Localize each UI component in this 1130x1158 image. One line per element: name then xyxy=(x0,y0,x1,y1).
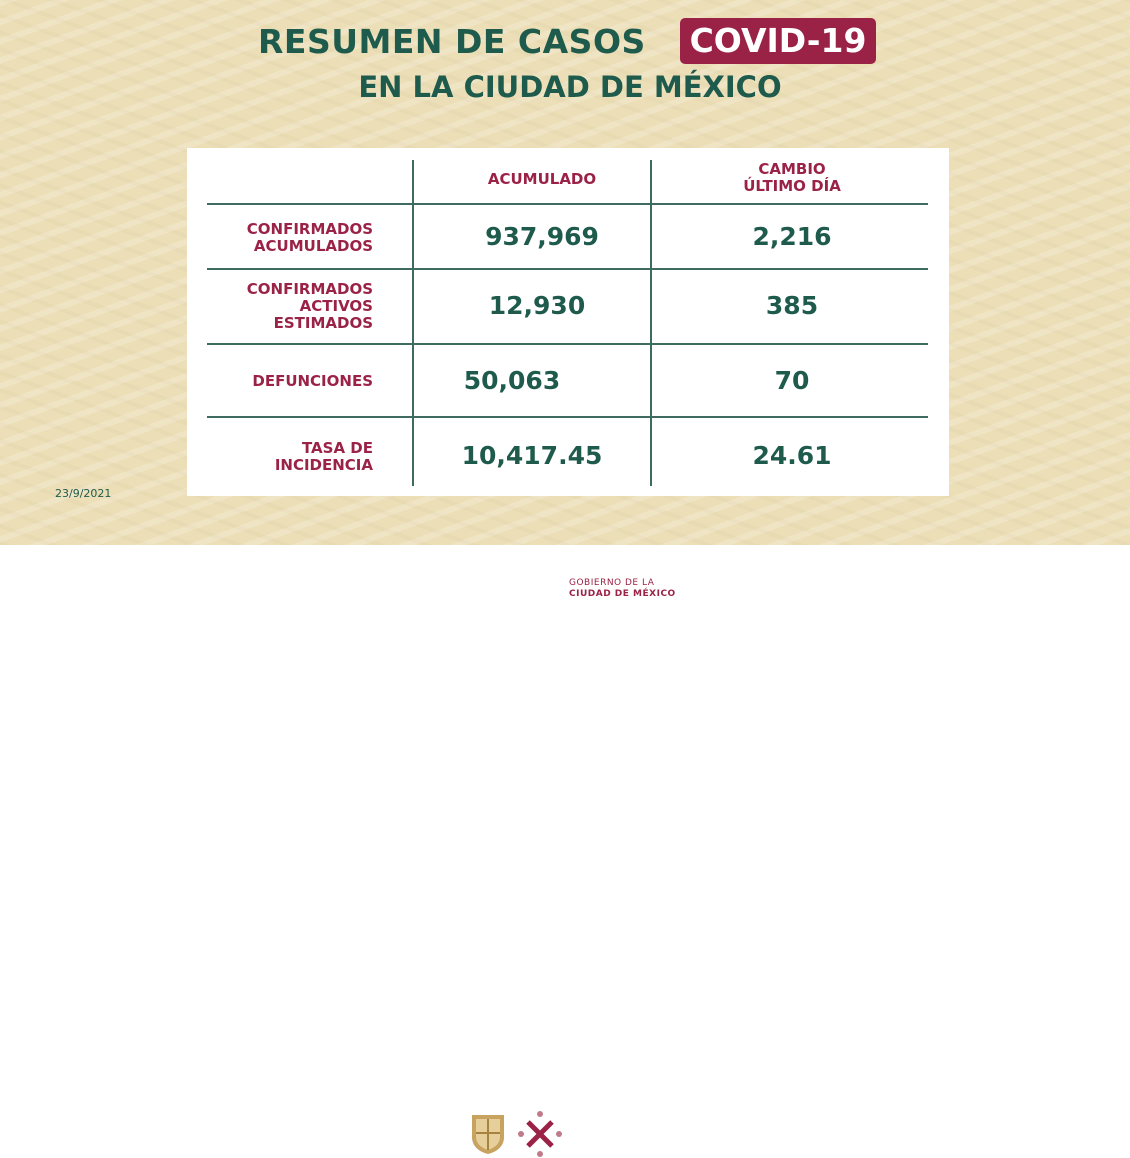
row-label-confirmados-activos: CONFIRMADOS ACTIVOS ESTIMADOS xyxy=(197,281,373,332)
label-line: ACTIVOS xyxy=(299,297,373,315)
footer: GOBIERNO DE LA CIUDAD DE MÉXICO xyxy=(0,545,1130,1157)
header-cambio-line2: ÚLTIMO DÍA xyxy=(743,177,841,195)
value-cambio: 385 xyxy=(765,291,819,320)
value-cambio: 24.61 xyxy=(752,441,832,470)
cdmx-logo-icon xyxy=(518,1111,562,1157)
header-acumulado: ACUMULADO xyxy=(487,170,597,188)
title-line2: EN LA CIUDAD DE MÉXICO xyxy=(358,70,782,104)
column-divider xyxy=(412,160,414,486)
row-divider xyxy=(207,416,928,418)
row-label-confirmados-acumulados: CONFIRMADOS ACUMULADOS xyxy=(197,221,373,255)
row-divider xyxy=(207,343,928,345)
report-date: 23/9/2021 xyxy=(55,487,112,500)
summary-table: ACUMULADO CAMBIO ÚLTIMO DÍA CONFIRMADOS … xyxy=(187,148,949,496)
value-acumulado: 10,417.45 xyxy=(461,441,603,470)
label-line: CONFIRMADOS xyxy=(246,220,373,238)
label-line: ESTIMADOS xyxy=(273,314,373,332)
gov-line2: CIUDAD DE MÉXICO xyxy=(569,589,676,599)
title-line1: RESUMEN DE CASOS xyxy=(258,22,646,61)
value-cambio: 70 xyxy=(774,366,810,395)
header-cambio-line1: CAMBIO xyxy=(758,160,826,178)
coat-of-arms-icon xyxy=(472,1115,504,1154)
value-acumulado: 937,969 xyxy=(485,222,599,251)
covid-badge: COVID-19 xyxy=(680,18,876,64)
value-acumulado: 50,063 xyxy=(463,366,561,395)
label-line: CONFIRMADOS xyxy=(246,280,373,298)
label-line: ACUMULADOS xyxy=(253,237,373,255)
row-label-tasa-incidencia: TASA DE INCIDENCIA xyxy=(197,440,373,474)
header-cambio: CAMBIO ÚLTIMO DÍA xyxy=(687,161,897,195)
row-label-defunciones: DEFUNCIONES xyxy=(197,373,373,390)
government-name: GOBIERNO DE LA CIUDAD DE MÉXICO xyxy=(569,578,676,600)
column-divider xyxy=(650,160,652,486)
label-line: INCIDENCIA xyxy=(274,456,373,474)
label-line: DEFUNCIONES xyxy=(252,372,373,390)
gov-line1: GOBIERNO DE LA xyxy=(569,578,655,588)
row-divider xyxy=(207,268,928,270)
label-line: TASA DE xyxy=(301,439,373,457)
value-cambio: 2,216 xyxy=(752,222,832,251)
value-acumulado: 12,930 xyxy=(488,291,586,320)
row-divider xyxy=(207,203,928,205)
